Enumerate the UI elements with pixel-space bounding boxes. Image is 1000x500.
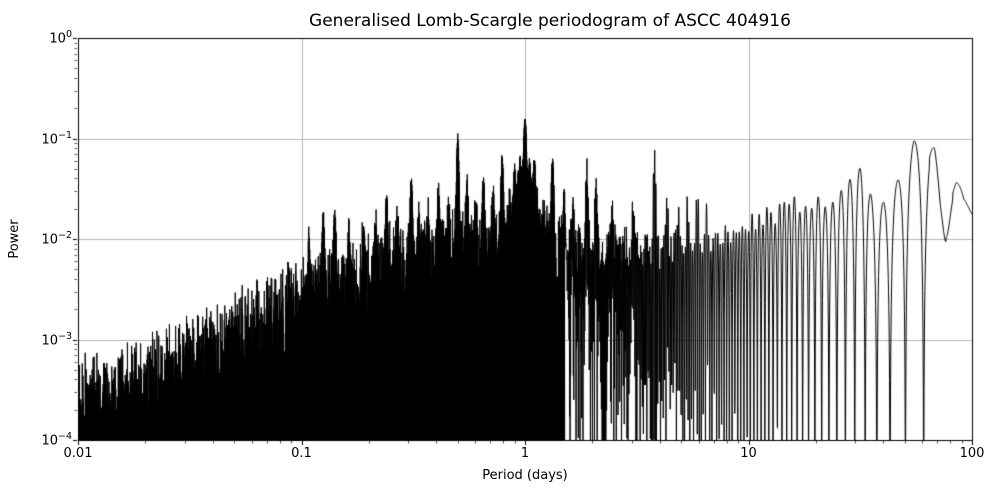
- y-tick-label: 10−4: [41, 431, 72, 449]
- chart-title: Generalised Lomb-Scargle periodogram of …: [0, 11, 1000, 31]
- x-axis-label: Period (days): [482, 468, 568, 483]
- y-tick-label: 10−3: [41, 330, 72, 348]
- chart-title-text: Generalised Lomb-Scargle periodogram of …: [309, 11, 791, 31]
- x-tick-label: 0.1: [291, 446, 312, 461]
- y-tick-label: 10−2: [41, 230, 72, 248]
- x-tick-label: 100: [959, 446, 985, 461]
- y-tick-label: 100: [49, 29, 72, 47]
- y-tick-label: 10−1: [41, 129, 72, 147]
- x-tick-label: 1: [520, 446, 530, 461]
- x-tick-label: 0.01: [63, 446, 93, 461]
- x-tick-label: 10: [740, 446, 757, 461]
